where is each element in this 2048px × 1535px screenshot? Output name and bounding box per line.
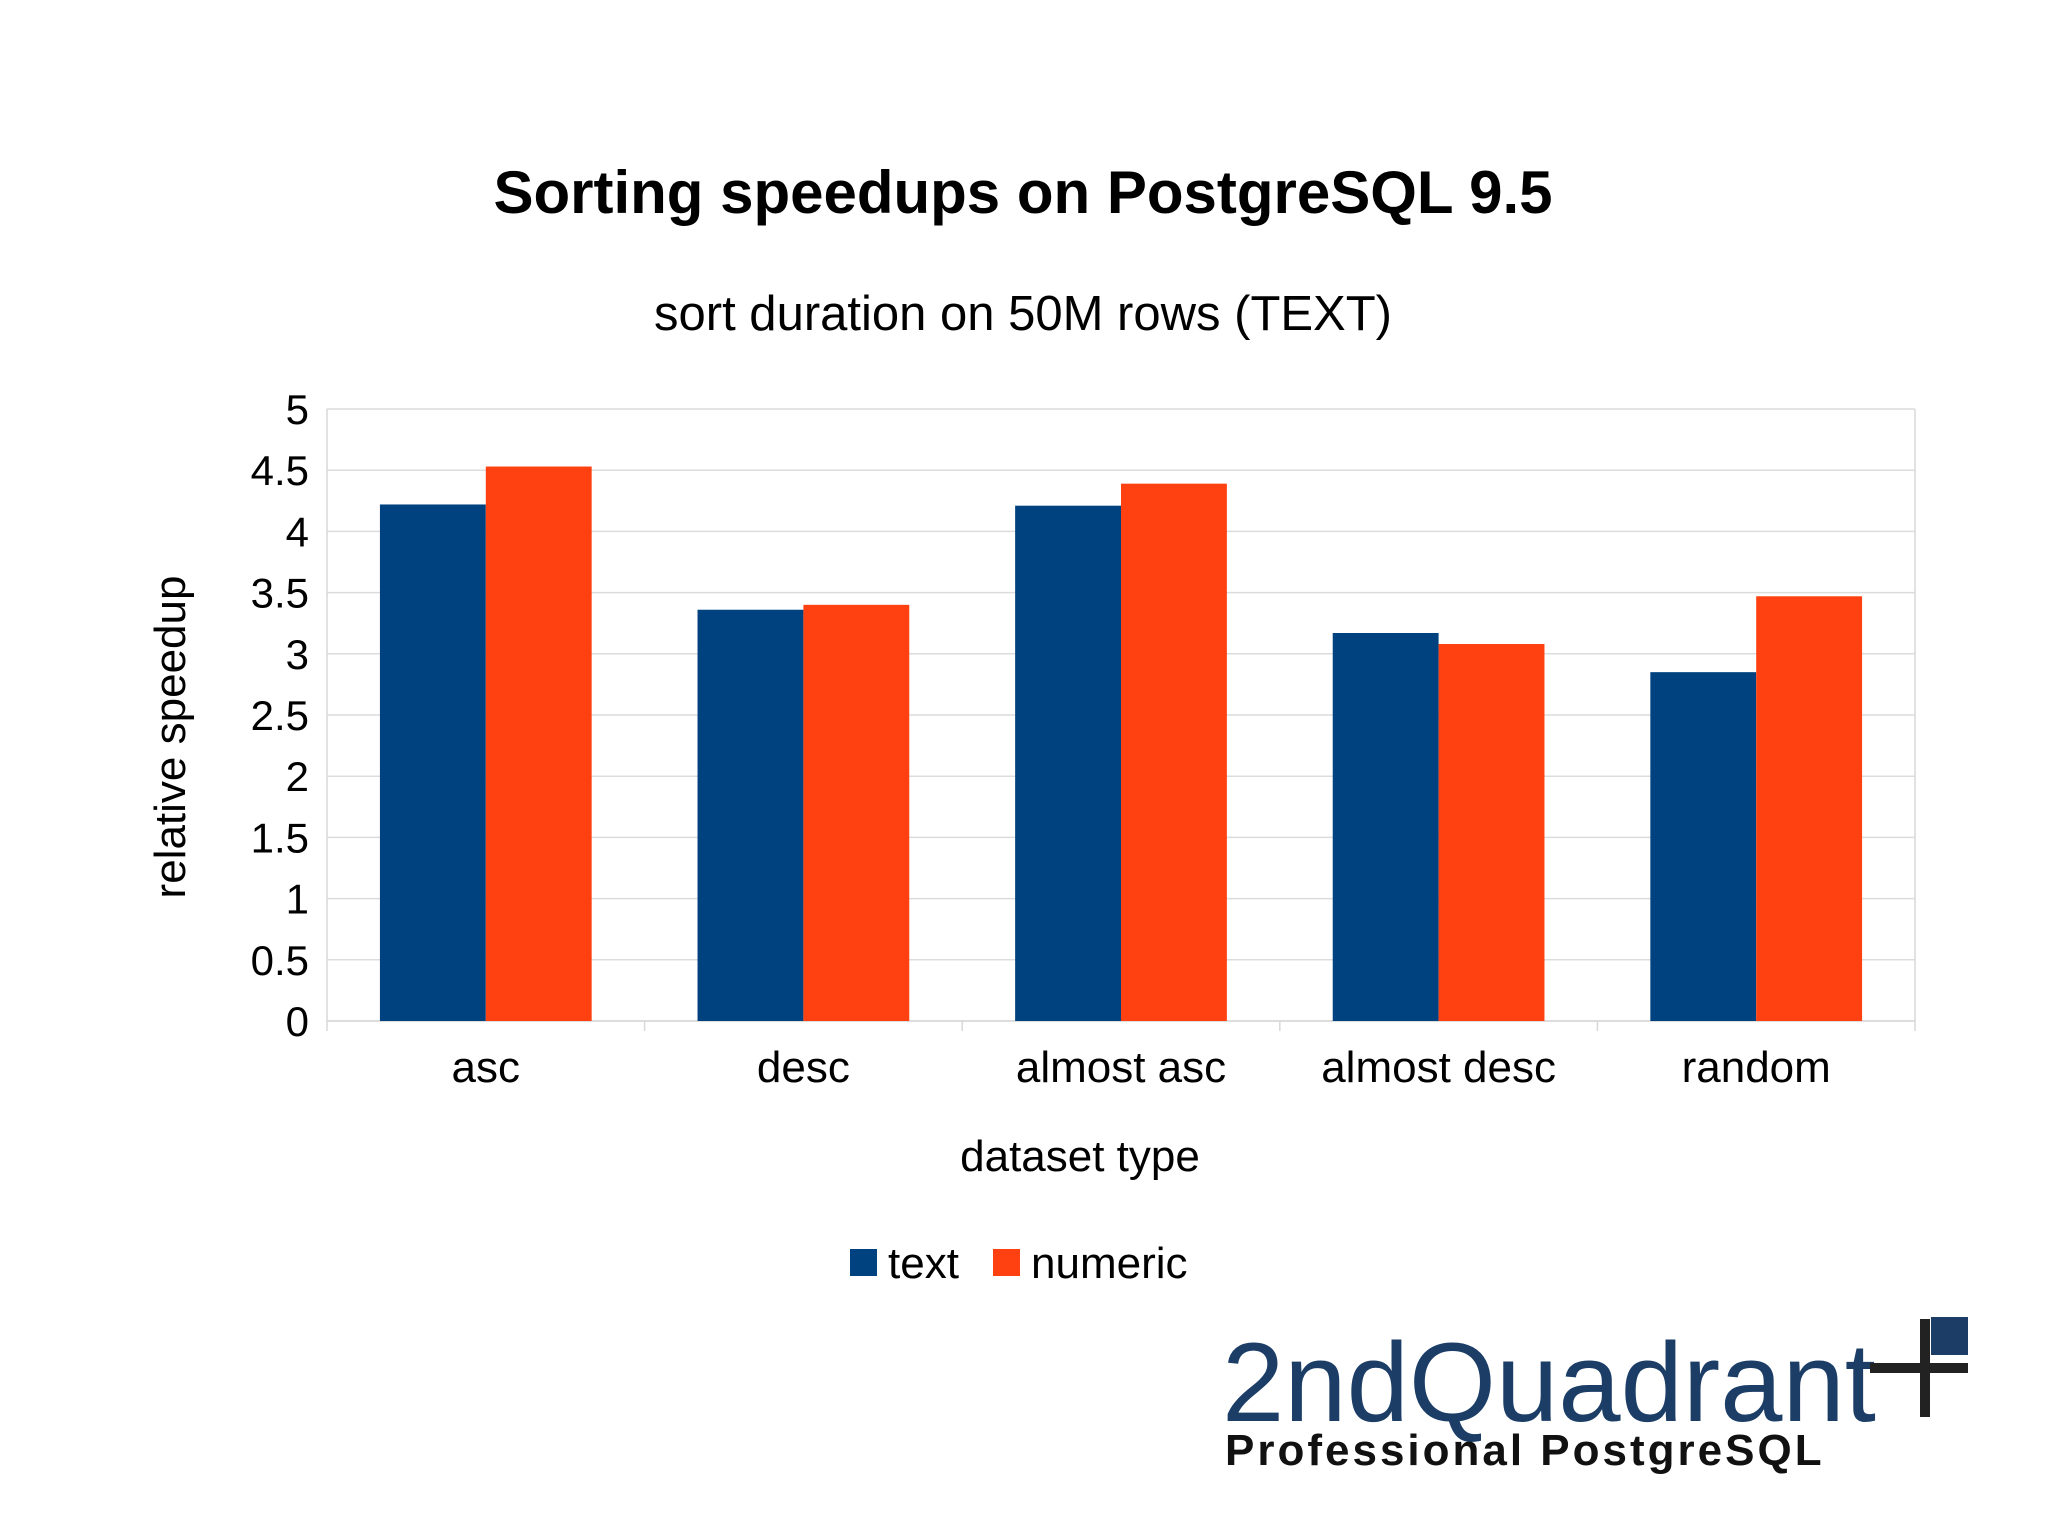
y-tick-label: 1 xyxy=(286,876,309,923)
legend-label-numeric: numeric xyxy=(1031,1239,1188,1288)
y-tick-label: 2 xyxy=(286,753,309,800)
chart-title: Sorting speedups on PostgreSQL 9.5 xyxy=(493,159,1552,226)
bar-numeric xyxy=(1756,596,1863,1021)
bar-text xyxy=(379,504,486,1021)
plus-mark-icon xyxy=(1870,1317,1968,1417)
bar-numeric xyxy=(1438,644,1545,1021)
bar-text xyxy=(1650,672,1757,1021)
chart-subtitle: sort duration on 50M rows (TEXT) xyxy=(654,287,1392,341)
y-tick-label: 4.5 xyxy=(251,447,309,494)
y-tick-label: 3.5 xyxy=(251,570,309,617)
y-tick-label: 0 xyxy=(286,998,309,1045)
bar-text xyxy=(1332,632,1439,1021)
logo-wordmark: 2ndQuadrant xyxy=(1222,1320,1876,1445)
bar-numeric xyxy=(803,604,910,1021)
y-tick-label: 4 xyxy=(286,508,309,555)
plot-area: 0 0.5 1 1.5 2 2.5 3 3.5 4 4.5 5 asc desc almost asc al… xyxy=(251,386,1916,1092)
legend-swatch-text xyxy=(850,1249,877,1276)
x-tick-label: asc xyxy=(452,1043,520,1092)
bar-text xyxy=(697,609,804,1021)
bar-numeric xyxy=(1121,483,1227,1021)
legend-label-text: text xyxy=(888,1239,959,1288)
bar-text xyxy=(1015,505,1121,1021)
legend: text numeric xyxy=(850,1239,1188,1288)
x-tick-label: random xyxy=(1682,1043,1831,1092)
x-tick-label: almost desc xyxy=(1321,1043,1556,1092)
x-tick-label: almost asc xyxy=(1016,1043,1226,1092)
bar-numeric xyxy=(485,466,592,1021)
y-tick-label: 5 xyxy=(286,386,309,433)
y-tick-label: 3 xyxy=(286,631,309,678)
y-tick-label: 0.5 xyxy=(251,937,309,984)
y-tick-label: 1.5 xyxy=(251,814,309,861)
logo-tagline: Professional PostgreSQL xyxy=(1225,1426,1825,1475)
company-logo: 2ndQuadrant Professional PostgreSQL xyxy=(1222,1317,1968,1475)
x-axis-label: dataset type xyxy=(960,1132,1200,1181)
y-tick-label: 2.5 xyxy=(251,692,309,739)
legend-swatch-numeric xyxy=(993,1249,1020,1276)
y-axis-label: relative speedup xyxy=(146,576,195,899)
x-tick-label: desc xyxy=(757,1043,850,1092)
